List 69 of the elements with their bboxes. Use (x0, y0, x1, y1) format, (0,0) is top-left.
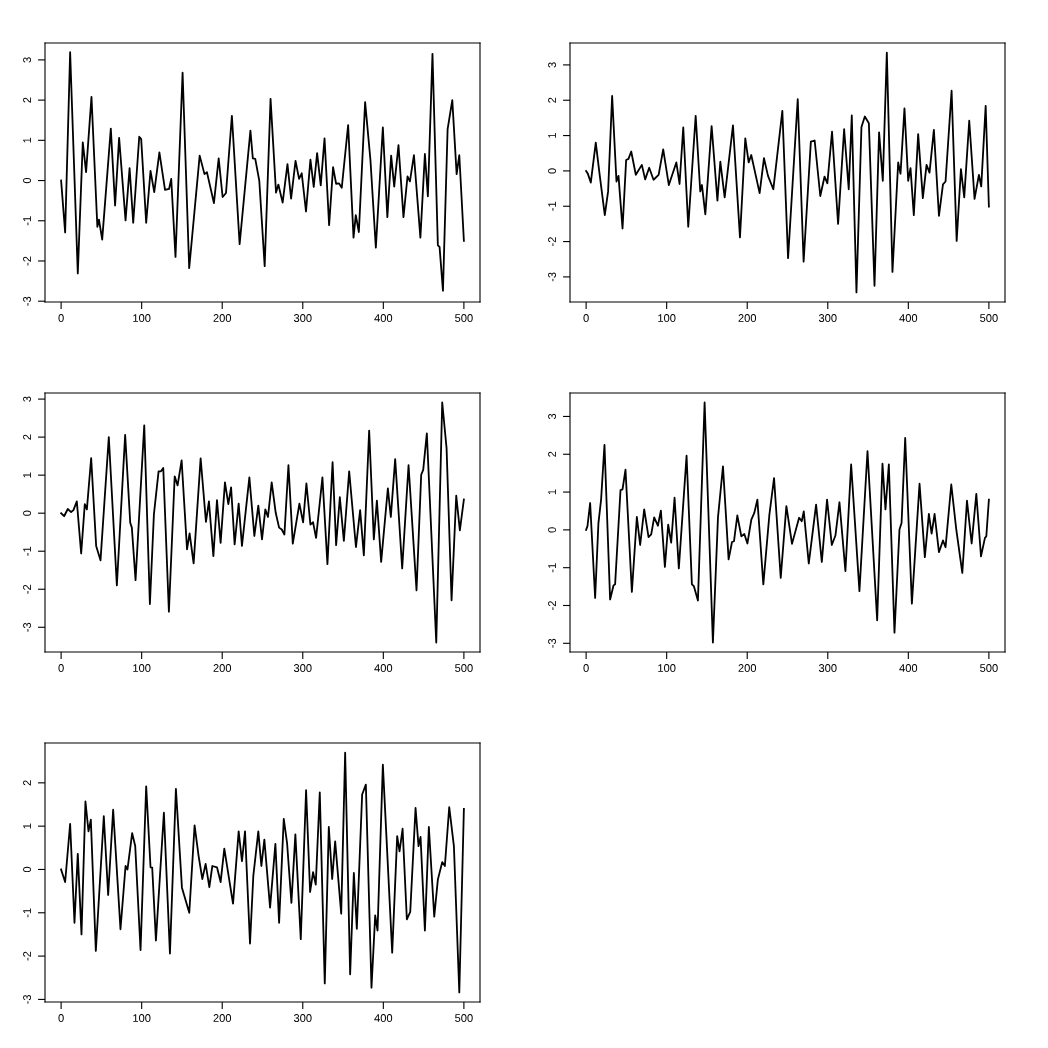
y-tick-label: 2 (548, 451, 556, 457)
y-tick-label: 2 (23, 780, 31, 786)
y-tick-label: 1 (548, 489, 556, 495)
x-tick-label: 100 (133, 1014, 151, 1022)
y-tick-label: -3 (23, 622, 31, 632)
y-tick-label: -3 (23, 994, 31, 1004)
x-tick-label: 500 (455, 314, 473, 322)
y-tick-label: 0 (548, 168, 556, 174)
x-tick-label: 100 (658, 664, 676, 672)
x-tick-label: 0 (58, 314, 64, 322)
line-series (585, 51, 990, 294)
y-tick-label: -1 (548, 563, 556, 573)
y-tick-label: -1 (23, 908, 31, 918)
y-tick-label: 3 (548, 62, 556, 68)
x-tick-label: 100 (133, 664, 151, 672)
y-tick-label: 2 (548, 97, 556, 103)
x-tick-label: 400 (374, 664, 393, 672)
x-tick-label: 400 (899, 664, 918, 672)
y-tick-label: 2 (23, 97, 31, 103)
x-tick-label: 400 (899, 314, 918, 322)
x-tick-label: 200 (738, 314, 757, 322)
x-tick-label: 0 (58, 664, 64, 672)
line-series (60, 51, 465, 292)
x-tick-label: 300 (293, 664, 312, 672)
x-tick-label: 400 (374, 314, 393, 322)
y-tick-label: -3 (548, 638, 556, 648)
x-tick-label: 200 (213, 314, 232, 322)
y-tick-label: 3 (548, 413, 556, 420)
line-series (585, 401, 990, 644)
x-tick-label: 300 (293, 1014, 312, 1022)
x-tick-label: 200 (213, 664, 232, 672)
line-series (60, 401, 465, 644)
y-tick-label: -3 (548, 272, 556, 282)
x-tick-label: 300 (818, 314, 837, 322)
x-tick-label: 300 (293, 314, 312, 322)
y-tick-label: 3 (23, 396, 31, 402)
y-tick-label: 1 (548, 133, 556, 138)
x-tick-label: 500 (455, 664, 473, 672)
x-tick-label: 500 (980, 314, 998, 322)
y-tick-label: 2 (23, 434, 31, 440)
y-tick-label: -1 (548, 201, 556, 211)
x-tick-label: 500 (980, 664, 998, 672)
x-tick-label: 0 (583, 664, 589, 672)
x-tick-label: 200 (738, 664, 757, 672)
y-tick-label: 1 (23, 137, 31, 143)
y-tick-label: -2 (23, 951, 31, 961)
y-tick-label: -2 (23, 584, 31, 594)
y-tick-label: 0 (548, 527, 556, 533)
y-tick-label: 0 (23, 866, 31, 873)
x-tick-label: 400 (374, 1014, 393, 1022)
y-tick-label: -1 (23, 546, 31, 556)
y-tick-label: 1 (23, 472, 31, 478)
y-tick-label: 3 (23, 57, 31, 63)
y-tick-label: -2 (548, 237, 556, 247)
y-tick-label: -3 (23, 296, 31, 306)
x-tick-label: 200 (213, 1014, 232, 1022)
y-tick-label: 1 (23, 823, 31, 829)
y-tick-label: -2 (23, 256, 31, 266)
y-tick-label: 0 (23, 177, 31, 184)
line-series (60, 751, 465, 994)
x-tick-label: 100 (658, 314, 676, 322)
x-tick-label: 0 (58, 1014, 64, 1022)
y-tick-label: -1 (23, 216, 31, 226)
x-tick-label: 300 (818, 664, 837, 672)
x-tick-label: 500 (455, 1014, 473, 1022)
x-tick-label: 100 (133, 314, 151, 322)
y-tick-label: -2 (548, 601, 556, 610)
y-tick-label: 0 (23, 510, 31, 516)
x-tick-label: 0 (583, 314, 589, 322)
